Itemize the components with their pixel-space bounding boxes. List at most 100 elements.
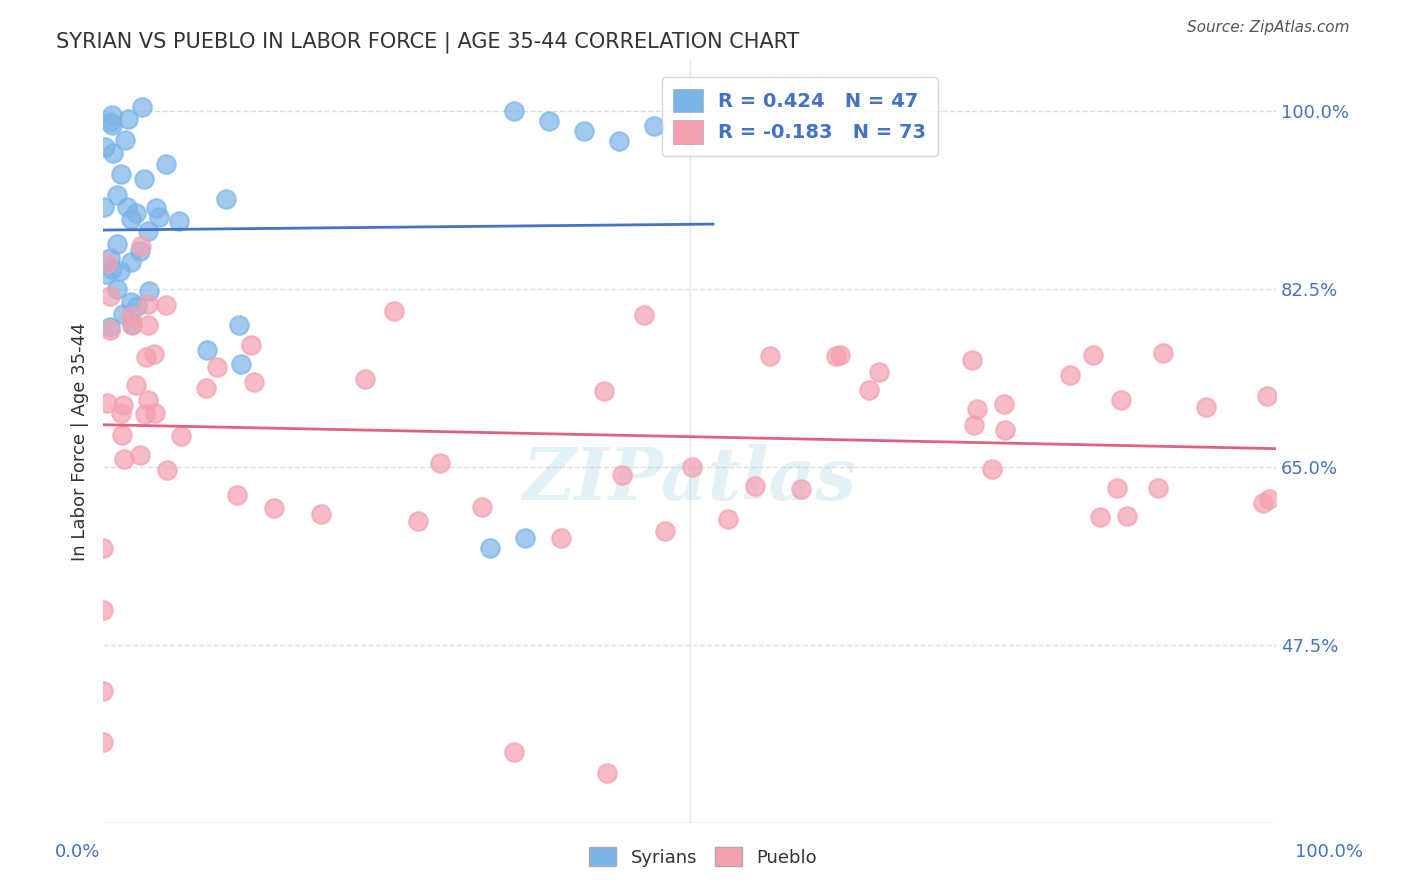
Text: ZIPatlas: ZIPatlas [523,444,856,516]
Point [610,468,633,483]
Point [91,602,114,616]
Point [120,211,142,226]
Point [537,113,560,128]
Point [94,267,117,281]
Text: SYRIAN VS PUEBLO IN LABOR FORCE | AGE 35-44 CORRELATION CHART: SYRIAN VS PUEBLO IN LABOR FORCE | AGE 35… [56,31,800,53]
Point [1083,348,1105,362]
Point [101,146,124,161]
Point [205,360,228,375]
Point [120,310,142,324]
Point [1152,346,1174,360]
Point [138,285,160,299]
Point [101,261,124,276]
Point [744,479,766,493]
Point [100,319,122,334]
Point [132,172,155,186]
Point [111,427,134,442]
Point [1251,495,1274,509]
Point [114,133,136,147]
Point [240,338,263,352]
Point [311,507,333,521]
Text: 100.0%: 100.0% [1295,843,1362,861]
Point [678,128,700,143]
Point [596,765,619,780]
Point [105,282,128,296]
Point [429,456,451,470]
Point [167,214,190,228]
Point [572,124,595,138]
Point [155,157,177,171]
Point [592,384,614,399]
Point [142,347,165,361]
Point [156,463,179,477]
Point [98,323,121,337]
Point [550,531,572,545]
Point [353,372,375,386]
Point [1109,393,1132,408]
Legend: Syrians, Pueblo: Syrians, Pueblo [582,840,824,874]
Text: Source: ZipAtlas.com: Source: ZipAtlas.com [1187,20,1350,35]
Point [962,418,984,433]
Point [1059,368,1081,382]
Point [136,225,159,239]
Point [643,119,665,133]
Point [112,451,135,466]
Point [654,524,676,538]
Point [681,460,703,475]
Point [858,384,880,398]
Point [121,317,143,331]
Point [117,112,139,126]
Point [758,349,780,363]
Point [91,541,114,556]
Point [128,449,150,463]
Point [134,407,156,421]
Point [242,375,264,389]
Point [993,397,1015,411]
Point [98,252,121,266]
Point [94,139,117,153]
Point [215,192,238,206]
Point [502,745,524,759]
Point [384,304,406,318]
Point [502,103,524,118]
Point [790,482,813,496]
Point [129,244,152,258]
Point [994,424,1017,438]
Point [828,348,851,362]
Point [155,298,177,312]
Point [112,307,135,321]
Point [110,406,132,420]
Point [1195,400,1218,414]
Point [107,187,129,202]
Point [125,206,148,220]
Point [962,352,984,367]
Point [105,236,128,251]
Point [127,299,149,313]
Point [143,406,166,420]
Point [129,239,152,253]
Point [110,264,132,278]
Point [229,357,252,371]
Point [96,396,118,410]
Point [100,118,122,132]
Point [471,500,494,514]
Legend: R = 0.424   N = 47, R = -0.183   N = 73: R = 0.424 N = 47, R = -0.183 N = 73 [662,77,938,155]
Point [228,318,250,332]
Point [966,402,988,417]
Point [194,380,217,394]
Point [1115,509,1137,524]
Point [633,308,655,322]
Point [1147,482,1170,496]
Point [148,210,170,224]
Point [111,398,134,412]
Point [406,514,429,528]
Point [479,541,502,556]
Point [1090,510,1112,524]
Point [120,294,142,309]
Point [110,167,132,181]
Point [607,134,630,148]
Point [825,349,848,363]
Point [93,200,115,214]
Point [91,684,114,698]
Point [195,343,218,357]
